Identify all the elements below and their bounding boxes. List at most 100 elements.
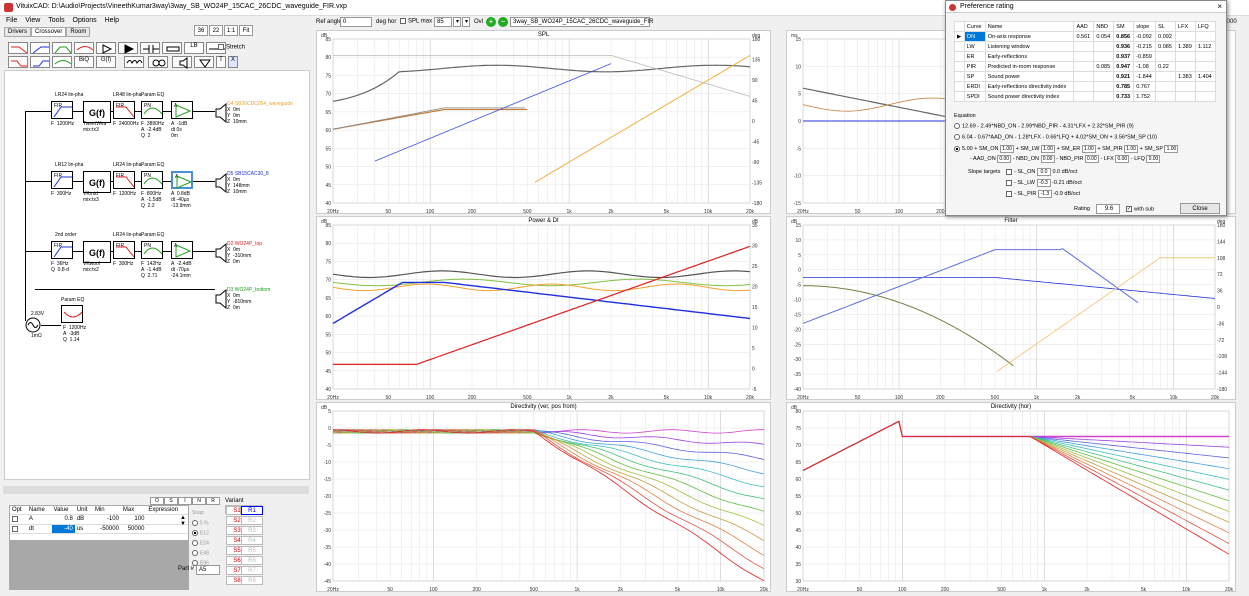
s-button[interactable]: S xyxy=(164,497,178,505)
filter-plot[interactable]: Filter 20Hz 50 100 200 500 1k 2k 5k 10k 20k 15 10 5 0-… xyxy=(786,216,1236,401)
snap-option[interactable]: E96 xyxy=(192,560,222,570)
rating-row[interactable]: ▶ ON On-axis response 0.561 0.054 0.856 -0.092… xyxy=(954,31,1217,42)
equation-option-1[interactable]: 12.69 - 2.49*NBD_ON - 2.99*NBD_PIR - 4.3… xyxy=(954,123,1134,129)
t-tool-button[interactable]: T xyxy=(216,56,226,68)
o-button[interactable]: O xyxy=(150,497,164,505)
zoom-36-button[interactable]: 36 xyxy=(194,25,208,36)
fir-block[interactable]: FIR xyxy=(113,101,135,119)
crossover-schematic[interactable]: LR24 lin-pha LR48 lin-pha Param EQ FIR G(f) F… xyxy=(4,70,310,480)
allpass-tool-icon[interactable] xyxy=(74,42,94,54)
speaker-icon[interactable] xyxy=(215,288,227,311)
spl-max-spinner-icon[interactable]: ▾ xyxy=(453,17,461,27)
param-max[interactable]: 100 xyxy=(120,514,147,525)
bandpass-tool-icon[interactable] xyxy=(52,42,72,54)
rating-row[interactable]: ERDI Early-reflections directivity index 0… xyxy=(954,81,1217,92)
fir-block[interactable]: FIR xyxy=(113,171,135,189)
inductor-tool-icon[interactable] xyxy=(124,56,144,68)
lowpass-tool-icon[interactable] xyxy=(8,42,28,54)
source-icon[interactable] xyxy=(25,317,41,335)
gf-block[interactable]: G(f) xyxy=(83,101,111,123)
gf-block[interactable]: G(f) xyxy=(83,241,111,263)
snap-option[interactable]: 5 % xyxy=(192,520,222,530)
eq-block[interactable]: PN xyxy=(141,171,163,189)
biquad-tool-button[interactable]: BiQ xyxy=(74,56,94,68)
transformer-tool-icon[interactable] xyxy=(148,56,168,68)
variant-r4[interactable]: R4 xyxy=(241,536,263,545)
buffer-tool-icon[interactable] xyxy=(118,42,138,54)
variant-r7[interactable]: R7 xyxy=(241,566,263,575)
menu-view[interactable]: View xyxy=(25,17,41,24)
speaker-icon[interactable] xyxy=(215,242,227,265)
menu-help[interactable]: Help xyxy=(104,17,120,24)
param-expression[interactable] xyxy=(146,514,188,525)
fir-block[interactable]: FIR xyxy=(51,101,73,119)
speaker-icon[interactable] xyxy=(215,102,227,125)
table-row[interactable]: dt -40 us -50000 50000 xyxy=(10,524,188,535)
directivity-ver-plot[interactable]: Directivity (ver, pos from) 20Hz 50 100 200 5… xyxy=(316,402,771,593)
param-value[interactable]: 0.8 xyxy=(51,514,75,525)
resistor-tool-icon[interactable] xyxy=(162,42,182,54)
param-expression[interactable] xyxy=(146,524,188,535)
capacitor-tool-icon[interactable] xyxy=(140,42,160,54)
zoom-22-button[interactable]: 22 xyxy=(209,25,223,36)
tab-room[interactable]: Room xyxy=(66,27,91,37)
shelf-high-tool-icon[interactable] xyxy=(30,56,50,68)
param-min[interactable]: -50000 xyxy=(92,524,121,535)
param-eq-block[interactable] xyxy=(61,305,83,323)
gain-block[interactable]: A xyxy=(171,171,193,189)
power-di-plot[interactable]: Power & DI 20Hz 50 100 200 500 1k 2k 5k 10k 20k 85 8… xyxy=(316,216,771,401)
rating-row[interactable]: PIR Predicted in-room response 0.085 0.947-… xyxy=(954,61,1217,72)
tab-drivers[interactable]: Drivers xyxy=(4,27,31,37)
variant-r6[interactable]: R6 xyxy=(241,556,263,565)
add-overlay-icon[interactable]: + xyxy=(486,17,496,27)
equation-option-3[interactable]: 5.00 + SM_ON 1.00 + SM_LW 1.00 + SM_ER 1… xyxy=(954,145,1179,153)
spl-max-spinner2-icon[interactable]: ▾ xyxy=(462,17,470,27)
table-row[interactable]: A 0.8 dB -100 100 xyxy=(10,514,188,525)
schematic-scrollbar[interactable] xyxy=(3,486,309,494)
r-button[interactable]: R xyxy=(206,497,220,505)
tab-crossover[interactable]: Crossover xyxy=(31,27,67,37)
equation-option-2[interactable]: 6.04 - 0.67*AAD_ON - 1.28*LFX - 0.66*LFQ… xyxy=(954,134,1157,140)
highpass-tool-icon[interactable] xyxy=(30,42,50,54)
i-button[interactable]: I xyxy=(178,497,192,505)
rating-row[interactable]: ER Early-reflections 0.937 -0.859 xyxy=(954,51,1217,62)
rating-close-icon[interactable]: × xyxy=(1217,2,1222,11)
fir-block[interactable]: FIR xyxy=(51,171,73,189)
slope-pir-row[interactable]: - SL_PIR -1.3 -0.9 dB/oct xyxy=(1006,190,1080,198)
remove-overlay-icon[interactable]: − xyxy=(498,17,508,27)
variant-r8[interactable]: R8 xyxy=(241,576,263,585)
param-max[interactable]: 50000 xyxy=(120,524,147,535)
rating-row[interactable]: SPDI Sound power directivity index 0.733 1.… xyxy=(954,91,1217,102)
spl-max-checkbox[interactable]: SPL max xyxy=(400,18,432,25)
zoom-fit-button[interactable]: Fit xyxy=(239,25,253,36)
slope-on-row[interactable]: - SL_ON 0.0 0.0 dB/oct xyxy=(1006,168,1077,176)
shelf-low-tool-icon[interactable] xyxy=(8,56,28,68)
n-button[interactable]: N xyxy=(192,497,206,505)
ref-angle-input[interactable]: 0 xyxy=(340,17,372,27)
x-tool-button[interactable]: X xyxy=(228,56,238,68)
stretch-checkbox[interactable]: Stretch xyxy=(218,44,245,51)
gain-block[interactable]: A xyxy=(171,241,193,259)
opt-checkbox[interactable] xyxy=(12,516,18,522)
slope-lw-row[interactable]: - SL_LW -0.3 -0.21 dB/oct xyxy=(1006,179,1082,187)
lb-tool-button[interactable]: LB xyxy=(184,42,204,54)
amp-tool-icon[interactable] xyxy=(96,42,116,54)
gain-block[interactable]: A xyxy=(171,101,193,119)
variant-r1[interactable]: R1 xyxy=(241,506,263,515)
menu-options[interactable]: Options xyxy=(72,17,97,24)
speaker-icon[interactable] xyxy=(215,172,227,195)
gf-tool-button[interactable]: G(f) xyxy=(96,56,116,68)
snap-option[interactable]: E12 xyxy=(192,530,222,540)
ground-tool-icon[interactable] xyxy=(194,56,214,68)
directivity-hor-plot[interactable]: Directivity (hor) 20Hz 50 100 200 500 1k 2k 5k 10… xyxy=(786,402,1236,593)
fir-block[interactable]: FIR xyxy=(51,241,73,259)
peak-tool-icon[interactable] xyxy=(52,56,72,68)
menu-tools[interactable]: Tools xyxy=(48,17,65,24)
with-sub-checkbox[interactable]: ✓ with sub xyxy=(1126,206,1155,213)
menu-file[interactable]: File xyxy=(6,17,18,24)
rating-row[interactable]: LW Listening window 0.936 -0.215 0.085 1.389 1… xyxy=(954,41,1217,52)
gf-block[interactable]: G(f) xyxy=(83,171,111,193)
param-value[interactable]: -40 xyxy=(51,524,75,535)
zoom-1to1-button[interactable]: 1:1 xyxy=(224,25,238,36)
param-min[interactable]: -100 xyxy=(92,514,121,525)
